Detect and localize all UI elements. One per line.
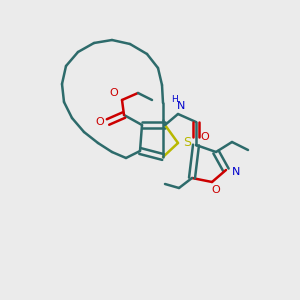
Text: O: O: [212, 185, 220, 195]
Text: O: O: [96, 117, 104, 127]
Text: N: N: [177, 101, 185, 111]
Text: H: H: [172, 95, 178, 104]
Text: S: S: [183, 136, 191, 149]
Text: O: O: [201, 132, 209, 142]
Text: O: O: [110, 88, 118, 98]
Text: N: N: [232, 167, 240, 177]
